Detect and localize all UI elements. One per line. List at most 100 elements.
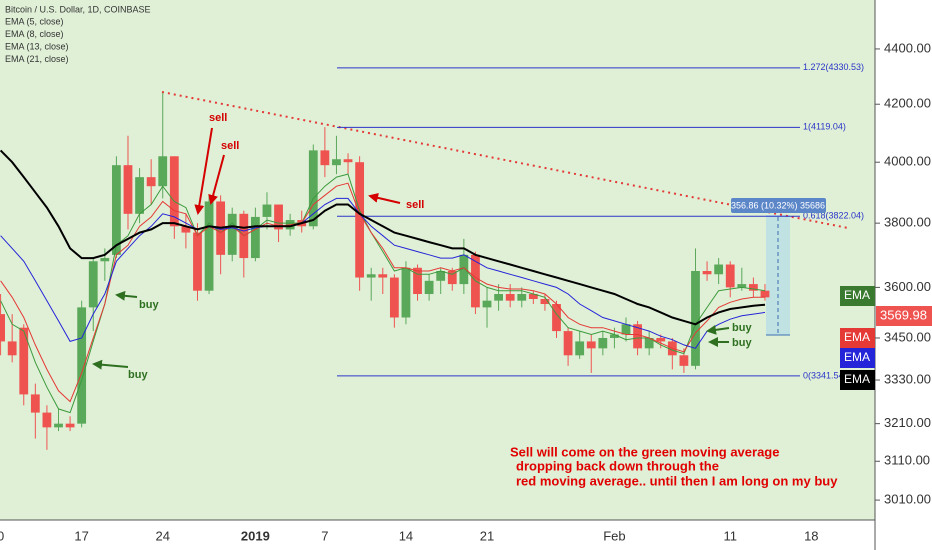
fib-label: 1.272(4330.53): [803, 62, 864, 72]
annotation: sell: [406, 199, 424, 211]
candle-body: [274, 204, 283, 230]
x-tick-label: 18: [804, 528, 818, 543]
axis-tag: EMA: [844, 288, 870, 302]
y-tick-label: 3010.00: [884, 492, 931, 507]
candle-body: [308, 150, 318, 227]
ema-line: [0, 197, 766, 349]
y-tick-label: 4000.00: [884, 154, 931, 169]
ema-line: [0, 182, 765, 403]
candle-body: [0, 314, 5, 342]
legend-entry: EMA (8, close): [5, 29, 64, 39]
y-tick-label: 3800.00: [884, 215, 931, 230]
candle-body: [494, 294, 503, 301]
x-tick-label: 21: [480, 528, 494, 543]
y-tick-label: 3330.00: [884, 371, 931, 386]
candle-body: [42, 412, 52, 428]
arrow: [706, 324, 730, 335]
candle-body: [112, 165, 121, 255]
y-tick-label: 3210.00: [884, 415, 931, 430]
annotation: sell: [209, 112, 227, 124]
price-tag-bg: [876, 306, 932, 326]
plot: 1.272(4330.53) 1(4119.04) 0.618(3822.04) 0(…: [0, 62, 864, 450]
candle-body: [563, 331, 573, 356]
candle-body: [447, 271, 457, 285]
overlay: [92, 127, 730, 370]
fib-label: 0.618(3822.04): [803, 211, 864, 221]
candle-body: [413, 267, 422, 295]
axis-tag-bg: [840, 348, 875, 368]
x-tick-label: 7: [321, 528, 328, 543]
candle-body: [714, 264, 724, 275]
candle-body: [320, 150, 330, 166]
candle-body: [702, 271, 712, 275]
candle-body: [598, 337, 608, 349]
candle-body: [517, 294, 527, 301]
ema-line: [0, 173, 766, 414]
candle-body: [691, 271, 700, 366]
axis-tag-bg: [840, 370, 875, 390]
candle-body: [193, 232, 202, 291]
candle-body: [123, 165, 133, 214]
candle-body: [725, 264, 735, 288]
candle-body: [100, 258, 110, 262]
x-tick-label: 24: [155, 528, 169, 543]
candle-body: [528, 294, 538, 300]
y-tick-label: 4400.00: [884, 40, 931, 55]
annotation: buy: [732, 322, 752, 334]
candle-body: [19, 327, 29, 395]
candle-body: [227, 213, 237, 255]
x-tick-label: 17: [74, 528, 88, 543]
legend-entry: EMA (13, close): [5, 41, 69, 51]
candle-body: [204, 201, 214, 291]
candle-body: [737, 284, 747, 288]
arrow: [92, 359, 129, 370]
x-tick-label: 14: [399, 528, 413, 543]
candle-body: [644, 337, 654, 349]
candle-body: [146, 177, 156, 187]
candle-body: [610, 334, 619, 338]
candle-body: [760, 290, 770, 298]
candle-body: [77, 307, 87, 424]
candle-body: [30, 394, 40, 413]
candle-body: [7, 341, 17, 356]
candle-body: [378, 274, 388, 278]
candle-body: [389, 277, 399, 318]
ema-line: [0, 149, 766, 326]
candle-body: [250, 216, 260, 259]
y-tick-label: 4200.00: [884, 96, 931, 111]
measure-label-bg: [731, 198, 826, 213]
candle-body: [633, 324, 642, 349]
measure-label: 356.86 (10.32%) 35686: [731, 200, 825, 210]
legend-title: Bitcoin / U.S. Dollar, 1D, COINBASE: [5, 4, 151, 14]
note-line: Sell will come on the green moving avera…: [510, 444, 779, 459]
x-tick-label: Feb: [603, 528, 625, 543]
candle-body: [621, 324, 631, 335]
arrow: [194, 127, 213, 215]
candle-body: [88, 261, 98, 308]
candle-body: [54, 423, 63, 428]
candle-body: [366, 274, 376, 278]
candle-body: [401, 267, 411, 318]
candle-body: [459, 254, 469, 285]
plot-area: [0, 0, 875, 520]
x-tick-label: 11: [723, 528, 737, 543]
legend-entry: EMA (21, close): [5, 54, 69, 64]
candle-body: [552, 304, 561, 332]
candle-body: [355, 162, 365, 278]
arrow: [208, 154, 225, 205]
y-tick-label: 3450.00: [884, 329, 931, 344]
arrow: [115, 290, 138, 301]
candle-body: [343, 159, 353, 163]
candle-body: [65, 423, 75, 428]
x-tick-label: 2019: [241, 528, 270, 543]
candle-body: [135, 177, 144, 214]
candle-body: [262, 204, 272, 217]
y-tick-label: 3600.00: [884, 279, 931, 294]
axis-tag: EMA: [844, 330, 870, 344]
axis-tag: EMA: [844, 372, 870, 386]
candle-body: [482, 300, 492, 308]
candle-body: [540, 299, 550, 305]
arrow: [368, 192, 401, 204]
note-line: dropping back down through the: [516, 458, 719, 473]
note-line: red moving average.. until then I am lon…: [516, 473, 838, 488]
